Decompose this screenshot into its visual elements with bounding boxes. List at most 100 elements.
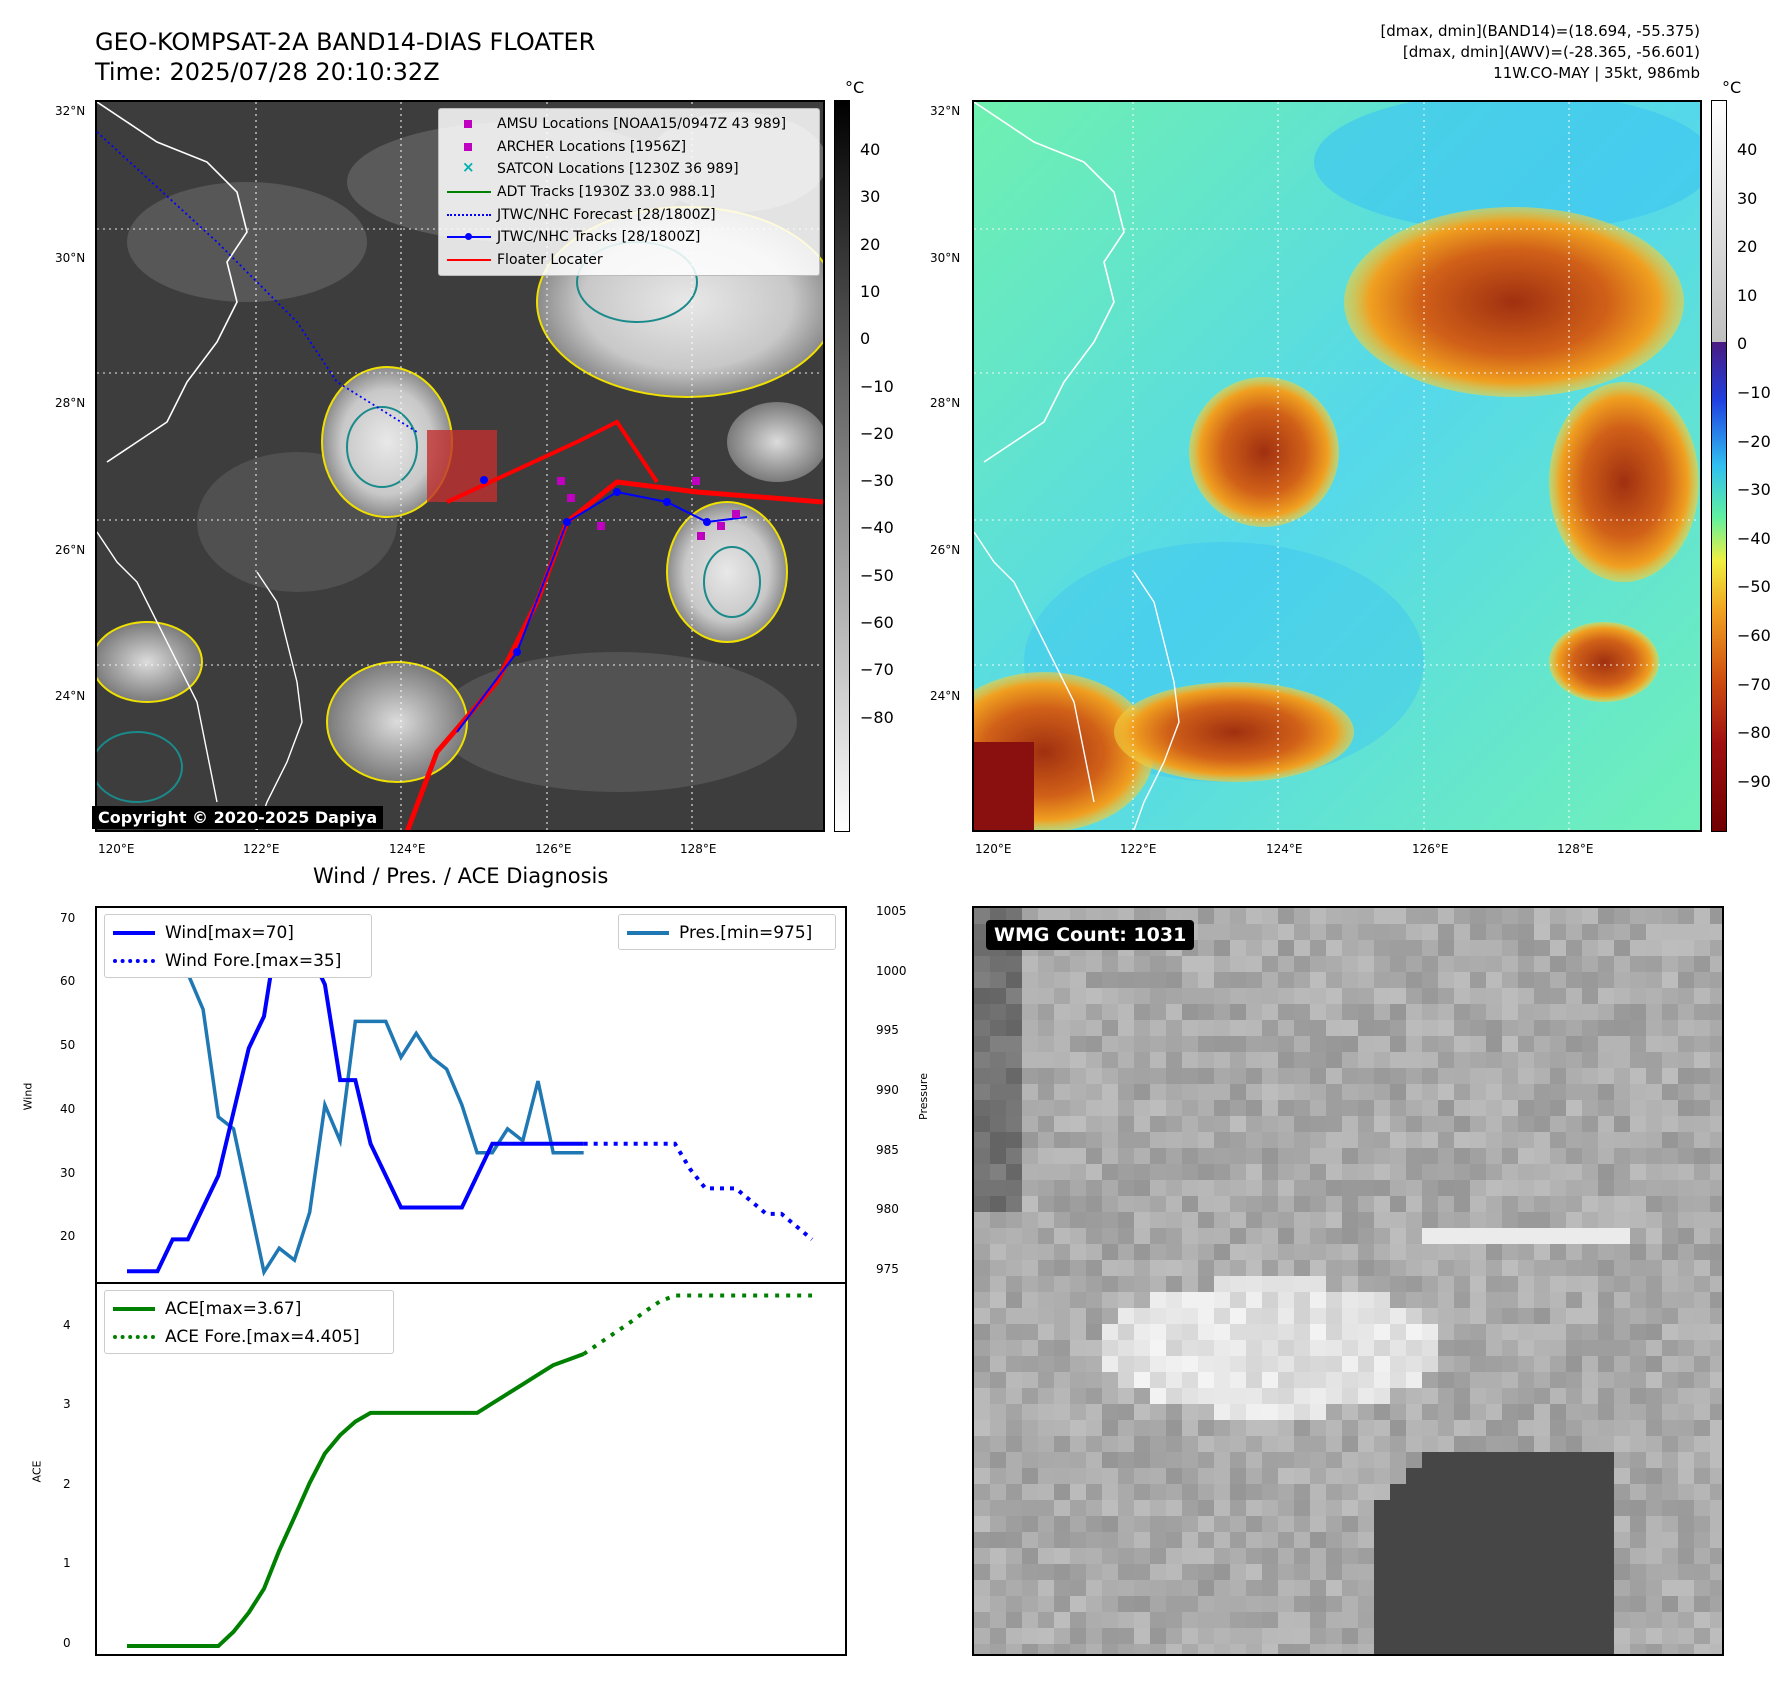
- pressure-axis-label: Pressure: [916, 1073, 930, 1120]
- wv-lon-label-122: 122°E: [1120, 842, 1157, 856]
- legend-wind-forecast: Wind Fore.[max=35]: [113, 947, 363, 975]
- ace-line: [127, 1352, 585, 1649]
- wind-legend: Wind[max=70] Wind Fore.[max=35]: [104, 914, 372, 978]
- wv-colorbar-tick: 30: [1737, 188, 1758, 208]
- pressure-legend: Pres.[min=975]: [618, 914, 836, 950]
- dotted-line-icon: [447, 213, 491, 216]
- wv-colorbar-tick: −50: [1737, 577, 1771, 597]
- ir-colorbar-tick: −10: [860, 376, 894, 396]
- wv-satellite-map: [972, 100, 1702, 832]
- pressure-tick-label: 1000: [876, 963, 907, 978]
- figure-title: GEO-KOMPSAT-2A BAND14-DIAS FLOATER: [95, 28, 596, 56]
- solid-line-icon: [113, 1307, 155, 1311]
- ace-tick-label: 2: [63, 1476, 71, 1491]
- solid-line-icon: [447, 258, 491, 261]
- ir-colorbar-tick: −80: [860, 707, 894, 727]
- info-awv-range: [dmax, dmin](AWV)=(-28.365, -56.601): [1402, 43, 1700, 61]
- wv-lon-label-124: 124°E: [1266, 842, 1303, 856]
- wv-lon-label-126: 126°E: [1412, 842, 1449, 856]
- lon-label-120: 120°E: [98, 842, 135, 856]
- pressure-line: [127, 924, 584, 1277]
- wv-colorbar-tick: 10: [1737, 285, 1758, 305]
- ace-chart: [95, 1282, 847, 1656]
- lon-label-126: 126°E: [535, 842, 572, 856]
- ace-axis-label: ACE: [30, 1460, 44, 1483]
- wmg-pixel-map: [972, 906, 1724, 1656]
- ir-colorbar-tick: 0: [860, 329, 871, 349]
- ir-colorbar-tick: 10: [860, 281, 881, 301]
- wv-colorbar-tick: 20: [1737, 237, 1758, 257]
- ace-tick-label: 0: [63, 1636, 71, 1651]
- lon-label-122: 122°E: [243, 842, 280, 856]
- square-marker-icon: [464, 120, 472, 129]
- info-band14-range: [dmax, dmin](BAND14)=(18.694, -55.375): [1380, 22, 1700, 40]
- x-marker-icon: ×: [462, 158, 475, 177]
- wv-colorbar-unit: °C: [1722, 78, 1742, 97]
- wv-lat-label-26: 26°N: [930, 543, 961, 557]
- map-legend: AMSU Locations [NOAA15/0947Z 43 989] ARC…: [438, 108, 820, 276]
- legend-adt: ADT Tracks [1930Z 33.0 988.1]: [447, 181, 811, 204]
- copyright-label: Copyright © 2020-2025 Dapiya: [92, 806, 384, 829]
- dotted-line-icon: [113, 1335, 155, 1339]
- pressure-tick-label: 985: [876, 1142, 899, 1157]
- legend-ace-forecast-label: ACE Fore.[max=4.405]: [165, 1327, 360, 1347]
- ir-colorbar-tick: 20: [860, 234, 881, 254]
- wind-tick-label: 60: [60, 974, 76, 989]
- legend-floater: Floater Locater: [447, 249, 811, 272]
- wind-tick-label: 50: [60, 1038, 76, 1053]
- pressure-tick-label: 990: [876, 1083, 899, 1098]
- wv-colorbar-tick: −20: [1737, 431, 1771, 451]
- solid-line-icon: [627, 931, 669, 935]
- info-storm-id: 11W.CO-MAY | 35kt, 986mb: [1493, 64, 1700, 82]
- figure-timestamp: Time: 2025/07/28 20:10:32Z: [95, 58, 440, 86]
- floater-box: [427, 430, 497, 502]
- lat-label-30: 30°N: [55, 251, 86, 265]
- ace-legend: ACE[max=3.67] ACE Fore.[max=4.405]: [104, 1290, 394, 1354]
- diagnosis-title: Wind / Pres. / ACE Diagnosis: [313, 864, 609, 888]
- legend-pressure-label: Pres.[min=975]: [679, 923, 813, 943]
- pressure-tick-label: 975: [876, 1262, 899, 1277]
- lat-label-28: 28°N: [55, 396, 86, 410]
- line-dot-icon: [465, 233, 472, 241]
- ir-colorbar-unit: °C: [845, 78, 865, 97]
- wv-colorbar-tick: −80: [1737, 723, 1771, 743]
- solid-line-icon: [447, 191, 491, 194]
- wv-map-canvas: [974, 102, 1700, 830]
- lat-label-26: 26°N: [55, 543, 86, 557]
- wind-line: [127, 918, 584, 1274]
- wind-tick-label: 30: [60, 1165, 76, 1180]
- wv-lat-label-32: 32°N: [930, 104, 961, 118]
- ir-colorbar-tick: −40: [860, 518, 894, 538]
- legend-ace-label: ACE[max=3.67]: [165, 1299, 302, 1319]
- pressure-tick-label: 980: [876, 1202, 899, 1217]
- ace-forecast-line: [582, 1293, 812, 1356]
- wv-lon-label-120: 120°E: [975, 842, 1012, 856]
- wind-axis-label: Wind: [21, 1082, 35, 1111]
- wv-colorbar-tick: −40: [1737, 528, 1771, 548]
- ir-colorbar-tick: −50: [860, 565, 894, 585]
- legend-jtwc-tracks-label: JTWC/NHC Tracks [28/1800Z]: [497, 229, 701, 246]
- ace-plot: [127, 1293, 812, 1649]
- wind-tick-label: 20: [60, 1229, 76, 1244]
- legend-jtwc-tracks: JTWC/NHC Tracks [28/1800Z]: [447, 226, 811, 249]
- ir-colorbar-tick: 40: [860, 140, 881, 159]
- wv-colorbar-tick: −60: [1737, 626, 1771, 645]
- ace-tick-label: 1: [63, 1556, 71, 1571]
- wind-tick-label: 40: [60, 1101, 76, 1116]
- wv-lon-label-128: 128°E: [1557, 842, 1594, 856]
- legend-archer: ARCHER Locations [1956Z]: [447, 136, 811, 159]
- ir-colorbar-tick: −20: [860, 423, 894, 443]
- wv-colorbar-tick: −70: [1737, 674, 1771, 694]
- wv-colorbar-tick: 0: [1737, 334, 1748, 354]
- legend-jtwc-forecast-label: JTWC/NHC Forecast [28/1800Z]: [497, 206, 716, 223]
- legend-ace-forecast: ACE Fore.[max=4.405]: [113, 1323, 385, 1351]
- wind-pressure-plot: [127, 918, 814, 1277]
- lat-label-24: 24°N: [55, 689, 86, 703]
- legend-adt-label: ADT Tracks [1930Z 33.0 988.1]: [497, 184, 716, 201]
- legend-floater-label: Floater Locater: [497, 251, 603, 268]
- ir-colorbar-tick: 30: [860, 187, 881, 207]
- legend-wind-forecast-label: Wind Fore.[max=35]: [165, 951, 342, 971]
- wv-colorbar-tick: −90: [1737, 771, 1771, 791]
- dotted-line-icon: [113, 959, 155, 963]
- legend-satcon-label: SATCON Locations [1230Z 36 989]: [497, 161, 739, 178]
